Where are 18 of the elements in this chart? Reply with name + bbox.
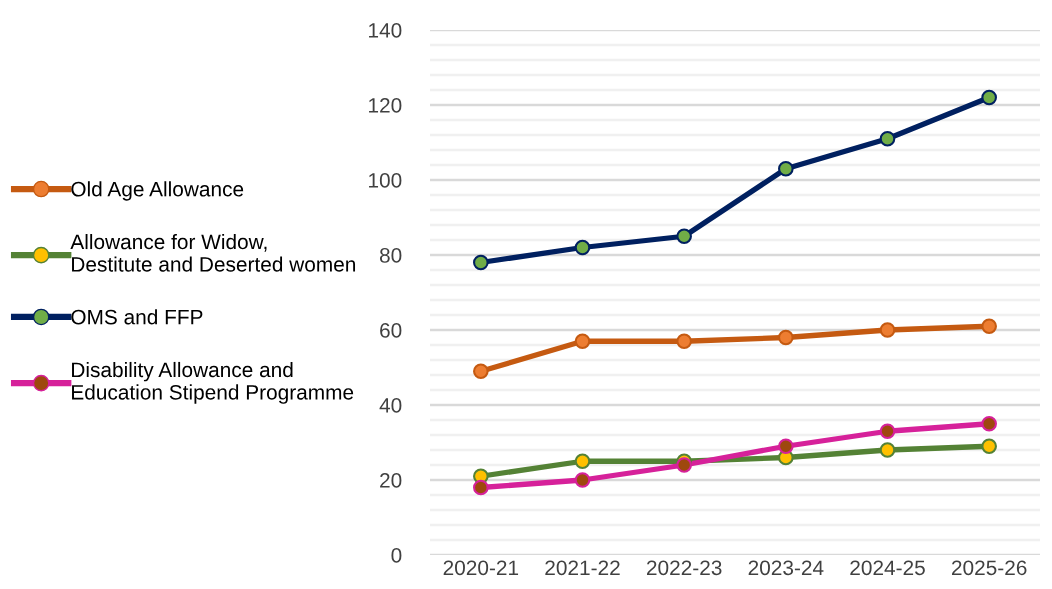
- x-tick-label: 2020-21: [443, 560, 519, 576]
- legend-label: Allowance for Widow, Destitute and Deserted women: [70, 233, 356, 272]
- x-tick-label: 2022-23: [646, 560, 722, 576]
- x-tick-label: 2021-22: [545, 560, 620, 576]
- legend-label: OMS and FFP: [71, 309, 203, 325]
- y-tick-label: 140: [369, 23, 402, 38]
- legend-label: Old Age Allowance: [71, 181, 244, 201]
- y-tick-label: 20: [380, 473, 402, 488]
- y-tick-label: 0: [391, 548, 402, 563]
- x-tick-label: 2024-25: [850, 560, 925, 576]
- x-tick-label: 2023-24: [748, 560, 824, 576]
- y-tick-label: 40: [379, 398, 402, 413]
- y-tick-label: 60: [380, 323, 402, 338]
- legend-label: Disability Allowance and Education Stipend Programme: [72, 361, 354, 404]
- y-tick-label: 80: [379, 248, 402, 263]
- y-tick-label: 100: [369, 173, 402, 188]
- x-tick-label: 2025-26: [951, 560, 1027, 576]
- y-tick-label: 120: [369, 98, 402, 113]
